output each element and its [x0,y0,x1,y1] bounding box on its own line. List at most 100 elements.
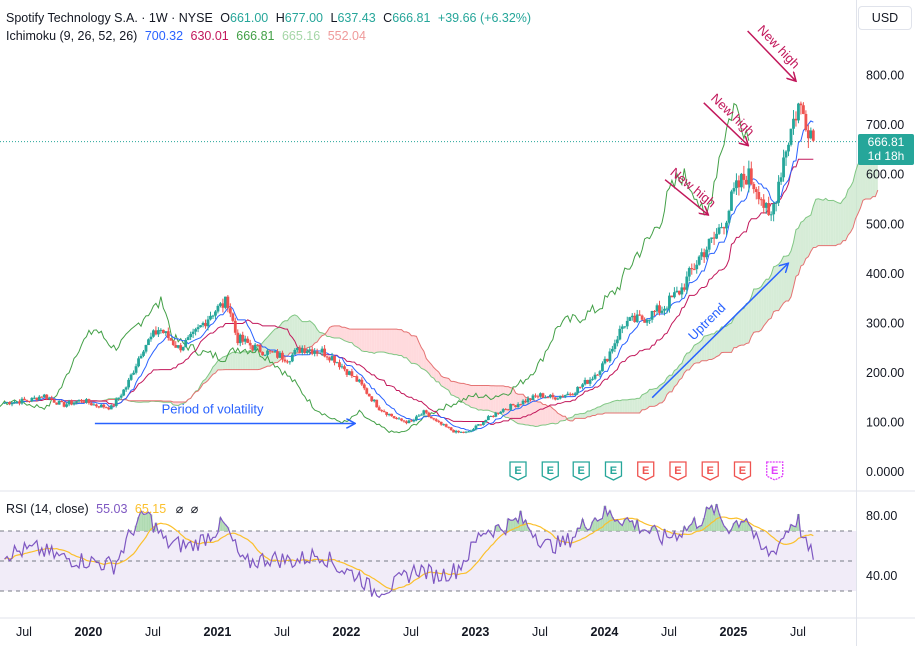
cloud-segment [741,308,744,346]
candle-body [501,409,505,412]
candle-body [504,409,508,411]
candle-body [201,322,205,326]
earnings-marker[interactable]: E [541,461,559,481]
ichimoku-legend[interactable]: Ichimoku (9, 26, 52, 26) 700.32 630.01 6… [6,29,366,43]
cloud-segment [518,394,521,425]
cloud-segment [346,328,350,343]
candle-body [489,416,493,418]
candle-body [739,173,743,188]
candle-body [189,333,193,338]
candle-body [139,355,143,359]
candle-body [494,412,498,417]
cloud-segment [208,371,211,381]
candle-body [233,320,237,333]
candle-body [13,401,16,404]
candle-body [57,400,61,405]
rsi-overbought-fill [707,508,711,531]
candle-body [367,393,371,397]
earnings-marker[interactable]: E [509,461,527,481]
candle-body [422,410,426,415]
candle-body [290,354,294,362]
earnings-marker[interactable]: E [669,461,687,481]
earnings-marker[interactable]: E [604,461,623,481]
candle-body [596,374,599,376]
cloud-segment [736,311,739,348]
candle-body [206,319,210,327]
candle-body [10,403,14,405]
cloud-segment [227,353,231,370]
cloud-segment [453,381,457,397]
tenkan-sen-line [4,120,814,432]
candle-body [563,395,567,397]
rsi-overbought-fill [650,527,654,531]
cloud-segment [590,409,593,417]
cloud-segment [694,343,697,364]
candle-body [263,354,267,356]
candle-body [598,371,602,375]
candle-body [735,180,738,189]
rsi-overbought-fill [796,514,800,531]
candle-body [469,430,473,432]
earnings-marker[interactable]: E [766,461,784,481]
cloud-segment [547,406,551,425]
candle-body [147,339,150,346]
candle-body [37,396,41,401]
rsi-legend[interactable]: RSI (14, close) 55.03 65.15 ⌀ ⌀ [6,501,198,516]
cloud-segment [691,345,695,367]
rsi-overbought-fill [221,521,225,531]
candle-body [747,168,751,185]
cloud-segment [418,342,422,369]
rsi-overbought-fill [598,519,602,531]
candle-body [132,372,135,375]
earnings-badge-label: E [739,465,746,477]
cloud-segment [843,197,846,241]
candle-body [452,430,456,433]
cloud-segment [309,320,313,348]
candle-body [481,422,485,425]
ichimoku-label: Ichimoku (9, 26, 52, 26) [6,29,138,43]
currency-button[interactable]: USD [858,6,912,30]
cloud-segment [699,340,702,363]
candle-body [340,366,344,368]
earnings-marker[interactable]: E [733,461,752,481]
cloud-segment [356,329,360,349]
chikou-span-line [0,102,750,434]
candle-body [782,157,785,178]
cloud-segment [403,331,407,358]
candle-body [243,338,247,342]
candle-body [650,310,654,320]
candle-body [427,412,431,417]
rsi-overbought-fill [499,529,503,531]
earnings-marker[interactable]: E [637,461,655,481]
cloud-segment [339,325,342,340]
candle-body [449,427,453,431]
earnings-badge-shape [766,461,784,481]
earnings-marker[interactable]: E [701,461,719,481]
candle-body [516,404,520,408]
cloud-segment [798,222,801,275]
cloud-segment [406,331,409,361]
cloud-segment [753,289,757,333]
candle-body [737,180,741,188]
candle-body [390,413,393,417]
candle-body [583,379,587,385]
cloud-segment [473,385,476,409]
rsi-overbought-fill [630,520,634,531]
candle-body [345,369,349,375]
candle-body [526,398,530,403]
candle-body [382,411,386,413]
cloud-segment [825,198,829,246]
candle-body [799,103,803,106]
candle-body [246,338,250,343]
bar-countdown: 1d 18h [867,149,905,163]
earnings-marker[interactable]: E [572,461,590,481]
candle-body [690,268,694,270]
cloud-segment [361,329,365,352]
rsi-overbought-fill [747,524,751,531]
candle-body [608,351,612,362]
cloud-segment [461,383,464,403]
cloud-segment [634,398,638,413]
candle-body [491,416,495,418]
rsi-overbought-fill [591,521,595,531]
